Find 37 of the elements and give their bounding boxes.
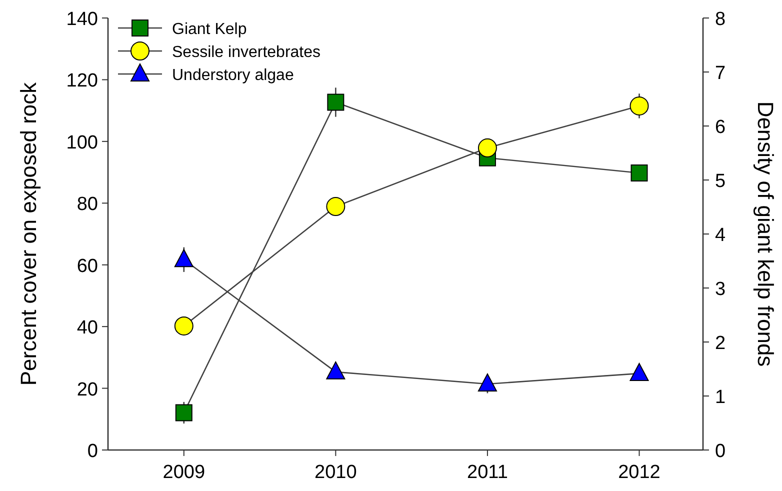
legend-label: Sessile invertebrates [172,44,321,61]
y2-tick-label: 4 [715,225,726,246]
x-tick-label: 2012 [618,462,660,483]
y2-tick-label: 3 [715,279,726,300]
point [478,373,497,392]
y-tick-label: 120 [66,70,98,92]
point [478,138,497,158]
point [174,249,194,268]
x-tick-label: 2011 [467,462,508,483]
y-tick-label: 60 [76,256,98,277]
y2-tick-label: 5 [715,171,726,192]
y-tick-label: 140 [66,9,98,30]
y-tick-label: 20 [76,379,98,400]
x-tick-label: 2010 [314,462,357,483]
y2-tick-label: 6 [715,117,726,138]
y2-axis-title: Density of giant kelp fronds [753,101,778,367]
y2-tick-label: 1 [715,387,726,408]
y-tick-label: 0 [87,441,98,462]
y2-tick-label: 2 [715,333,726,354]
point [326,197,346,216]
y-tick-label: 100 [66,132,98,154]
y2-tick-label: 0 [715,441,726,462]
legend-label: Understory algae [172,67,294,84]
point [630,96,649,116]
legend-label: Giant Kelp [172,21,247,38]
point [175,404,192,422]
y2-tick-label: 7 [715,63,726,84]
point [630,362,649,381]
point [174,316,194,336]
point [630,164,648,182]
x-tick-label: 2009 [162,462,206,483]
y-axis-title: Percent cover on exposed rock [16,81,41,386]
point [327,94,344,111]
y2-tick-label: 8 [715,9,726,30]
point [326,361,346,380]
y-tick-label: 80 [76,194,98,216]
y-tick-label: 40 [76,318,98,339]
